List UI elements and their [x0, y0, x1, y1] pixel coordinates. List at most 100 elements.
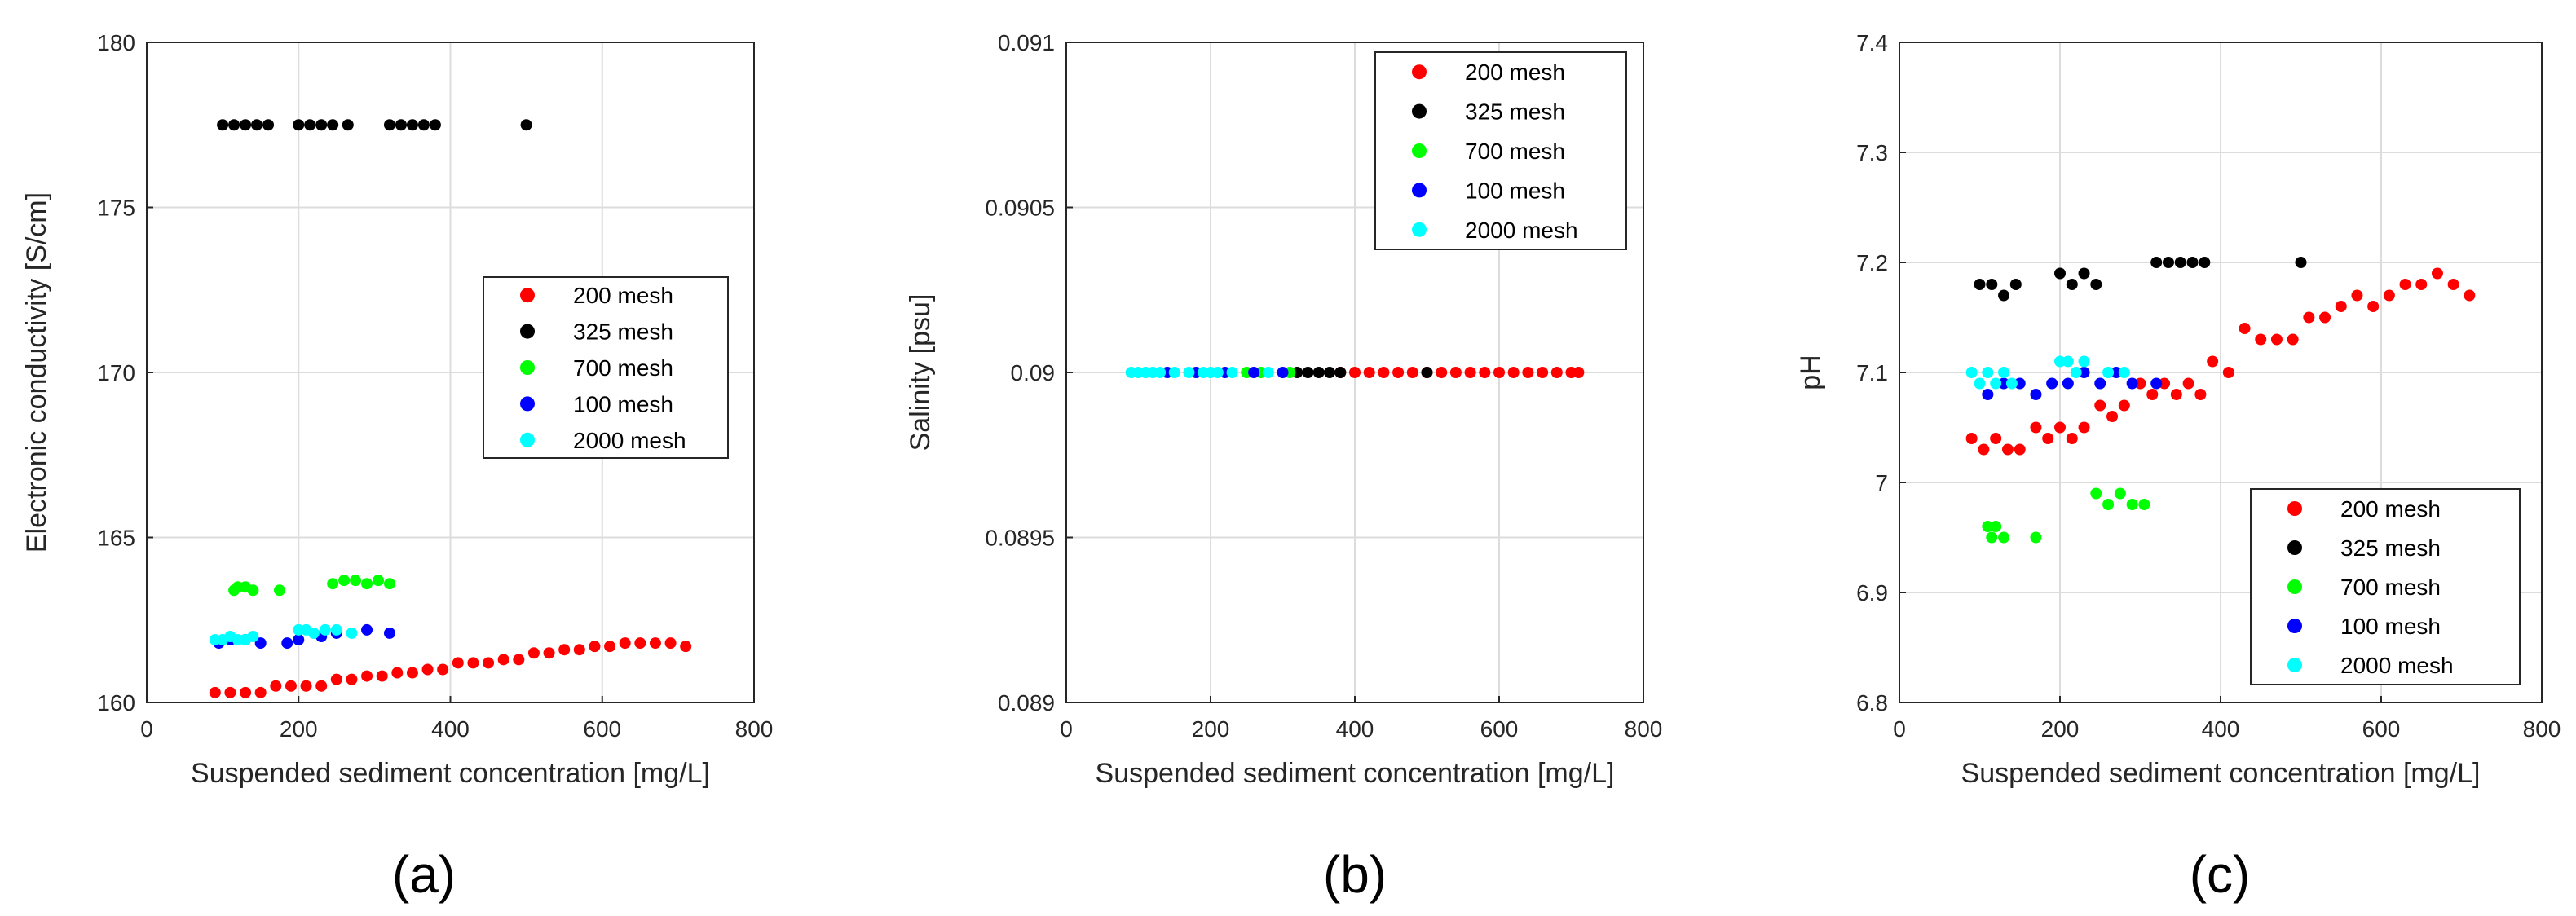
legend-marker-2000-mesh	[2287, 658, 2302, 672]
data-point	[1982, 521, 1994, 532]
data-point	[1349, 367, 1361, 378]
x-tick-label: 600	[583, 716, 621, 742]
legend-label: 100 mesh	[573, 391, 673, 416]
data-point	[384, 578, 395, 590]
data-point	[2182, 377, 2194, 390]
data-point	[2118, 399, 2130, 412]
data-point	[1965, 433, 1978, 444]
data-point	[273, 584, 285, 597]
x-tick-label: 600	[2362, 716, 2401, 742]
data-point	[1312, 367, 1325, 378]
data-point	[2126, 377, 2138, 390]
legend-label: 2000 mesh	[573, 428, 686, 453]
data-point	[285, 680, 297, 692]
legend-label: 325 mesh	[1465, 99, 1565, 125]
data-point	[2102, 499, 2115, 510]
data-point	[1974, 279, 1986, 290]
legend-marker-200-mesh	[1412, 64, 1427, 80]
data-point	[247, 631, 259, 642]
series-325-mesh	[1974, 257, 2307, 302]
data-point	[2255, 333, 2267, 346]
legend-label: 325 mesh	[573, 319, 673, 345]
x-tick-label: 200	[280, 716, 318, 742]
panel-label: (a)	[392, 845, 456, 904]
data-point	[2270, 333, 2283, 346]
x-tick-label: 0	[1060, 716, 1073, 742]
legend-label: 700 mesh	[573, 355, 673, 381]
y-tick-label: 6.8	[1856, 690, 1888, 716]
data-point	[1302, 367, 1314, 378]
data-point	[467, 657, 479, 669]
data-point	[293, 634, 305, 646]
y-tick-label: 7.3	[1856, 140, 1888, 165]
data-point	[2005, 377, 2018, 390]
data-point	[1334, 367, 1347, 378]
y-tick-label: 165	[97, 526, 135, 551]
series-700-mesh	[228, 575, 395, 597]
data-point	[1493, 367, 1505, 378]
data-point	[2078, 367, 2090, 378]
data-point	[2054, 267, 2066, 280]
x-axis-label: Suspended sediment concentration [mg/L]	[1096, 758, 1615, 789]
data-point	[304, 119, 316, 131]
data-point	[520, 119, 532, 131]
data-point	[1392, 367, 1405, 378]
data-point	[429, 119, 441, 131]
data-point	[2194, 389, 2207, 400]
data-point	[217, 119, 229, 131]
data-point	[2078, 267, 2090, 280]
data-point	[2134, 377, 2146, 390]
data-point	[376, 670, 388, 682]
data-point	[2094, 399, 2106, 412]
data-point	[2094, 377, 2106, 390]
data-point	[1998, 289, 2010, 302]
data-point	[1974, 377, 1986, 390]
data-point	[270, 680, 282, 692]
data-point	[2030, 531, 2042, 544]
y-tick-label: 180	[97, 30, 135, 55]
data-point	[1998, 531, 2010, 544]
data-point	[361, 623, 373, 636]
data-point	[452, 657, 464, 669]
data-point	[437, 663, 449, 676]
data-point	[2090, 279, 2102, 290]
data-point	[384, 627, 395, 639]
data-point	[2030, 421, 2042, 434]
data-point	[2078, 355, 2090, 368]
data-point	[1464, 367, 1476, 378]
data-point	[361, 670, 373, 682]
data-point	[262, 119, 274, 131]
data-point	[350, 575, 362, 587]
legend-label: 200 mesh	[1465, 59, 1565, 85]
data-point	[1982, 367, 1994, 378]
data-point	[527, 647, 540, 659]
series-100-mesh	[1982, 367, 2163, 400]
data-point	[2447, 279, 2459, 290]
data-point	[1507, 367, 1520, 378]
legend-marker-2000-mesh	[1412, 222, 1427, 237]
data-point	[2159, 377, 2171, 390]
axes-frame	[146, 42, 755, 703]
data-point	[421, 663, 434, 676]
data-point	[254, 637, 267, 650]
data-point	[1226, 367, 1238, 378]
data-point	[2186, 257, 2199, 268]
data-point	[2062, 355, 2074, 368]
data-point	[327, 119, 339, 131]
data-point	[293, 119, 305, 131]
data-point	[2102, 367, 2115, 378]
axes-frame	[1065, 42, 1644, 703]
data-point	[2138, 499, 2150, 510]
data-point	[1324, 367, 1336, 378]
data-point	[1277, 367, 1289, 378]
legend-label: 100 mesh	[2340, 614, 2441, 639]
data-point	[2199, 257, 2211, 268]
data-point	[417, 119, 430, 131]
series-2000-mesh	[209, 623, 358, 646]
data-point	[2042, 433, 2054, 444]
data-point	[664, 637, 677, 650]
panel-label: (c)	[2190, 845, 2251, 904]
data-point	[1248, 367, 1260, 378]
series-2000-mesh	[1125, 367, 1274, 378]
legend-label: 700 mesh	[1465, 139, 1565, 164]
